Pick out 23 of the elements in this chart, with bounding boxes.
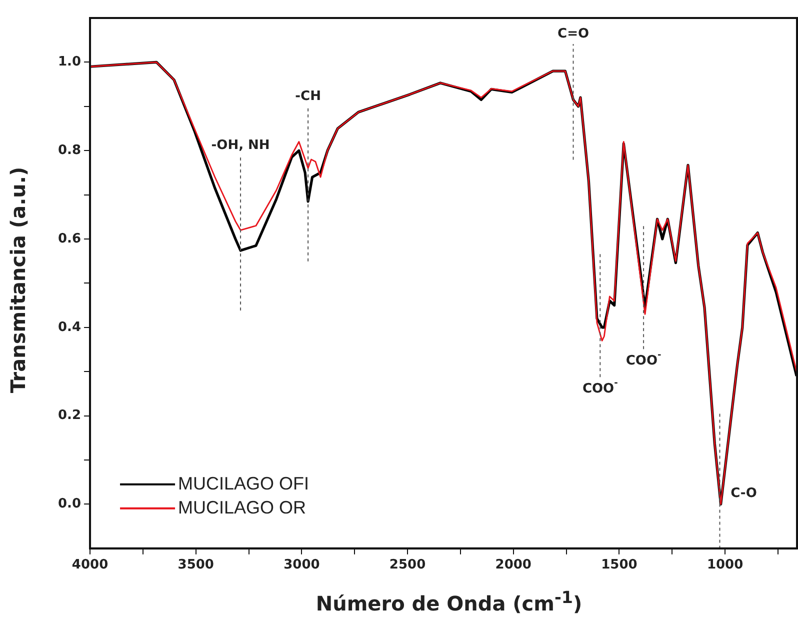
x-tick-label: 1000 [706, 558, 744, 573]
ref-line-label: C-O [730, 486, 757, 502]
x-axis-title: Número de Onda (cm$^{-1}$) [314, 588, 584, 616]
y-tick-label: 0.2 [58, 408, 82, 424]
legend-label: MUCILAGO OFI [178, 473, 310, 494]
ref-line-label: C=O [558, 26, 590, 42]
x-tick-label: 2500 [389, 558, 426, 573]
x-tick-label: 2000 [495, 558, 532, 573]
y-tick-label: 0.6 [58, 231, 82, 246]
legend-label: MUCILAGO OR [178, 497, 306, 518]
ref-line-label: -OH, NH [211, 138, 270, 153]
ref-line-label: -CH [295, 88, 321, 104]
x-tick-label: 1500 [601, 558, 638, 573]
y-axis-title: Transmitancia (a.u.) [6, 166, 30, 396]
y-tick-label: 0.8 [58, 142, 82, 158]
x-tick-label: 4000 [72, 558, 108, 573]
y-tick-label: 1.0 [58, 54, 82, 70]
y-tick-label: 0.0 [58, 496, 82, 512]
ref-line-label: COO- [582, 378, 618, 396]
ref-line-label: COO- [626, 350, 662, 369]
x-tick-label: 3000 [284, 558, 320, 573]
x-tick-label: 3500 [178, 558, 214, 573]
y-tick-label: 0.4 [58, 320, 82, 335]
